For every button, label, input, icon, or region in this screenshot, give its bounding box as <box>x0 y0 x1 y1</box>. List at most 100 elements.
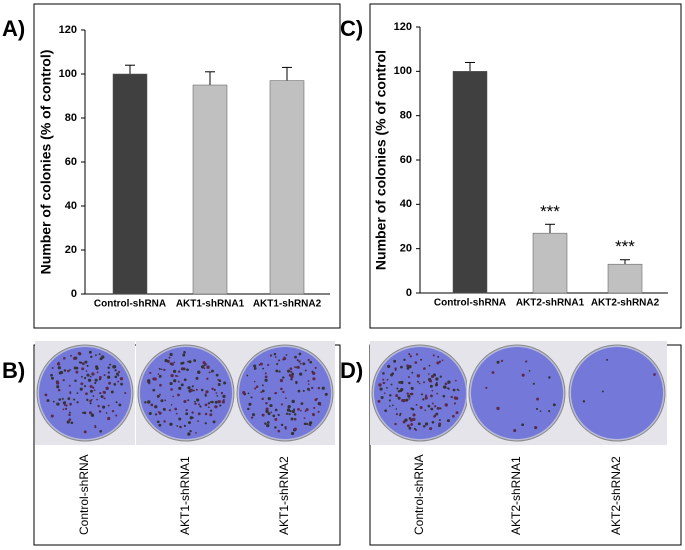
colony <box>209 413 213 417</box>
colony <box>96 371 99 374</box>
colony <box>436 406 440 410</box>
colony <box>206 377 209 380</box>
colony <box>383 392 386 394</box>
colony <box>447 380 451 384</box>
colony <box>552 403 556 407</box>
colony <box>86 364 89 367</box>
colony <box>67 369 70 373</box>
y-tick-label: 60 <box>400 154 412 166</box>
colony <box>435 412 439 416</box>
colony <box>75 366 79 370</box>
colony <box>416 374 421 378</box>
colony <box>302 362 306 366</box>
colony <box>85 370 88 372</box>
bar <box>607 263 643 294</box>
colony <box>297 389 301 393</box>
colony <box>388 399 391 402</box>
colony <box>285 354 288 356</box>
y-tick-label: 40 <box>65 200 77 212</box>
colony <box>606 358 608 361</box>
colony <box>89 385 93 389</box>
colony <box>453 402 457 405</box>
colony <box>423 381 426 384</box>
colony <box>417 380 419 383</box>
colony <box>427 404 431 408</box>
colony <box>164 399 167 402</box>
colony <box>217 383 221 386</box>
colony <box>434 383 439 387</box>
colony <box>491 371 495 374</box>
colony <box>68 418 72 421</box>
colony <box>78 361 81 364</box>
colony <box>252 413 256 417</box>
x-tick-label: Control-shRNA <box>94 299 166 310</box>
colony <box>305 408 309 412</box>
colony <box>485 386 488 389</box>
colony <box>394 422 397 426</box>
colony <box>430 407 434 411</box>
colony <box>582 400 586 403</box>
colony <box>442 385 447 389</box>
colony <box>278 370 281 373</box>
colony <box>274 418 278 421</box>
colony <box>299 372 303 376</box>
colony <box>254 387 257 390</box>
colony <box>198 403 201 406</box>
colony <box>435 377 439 381</box>
colony <box>204 412 208 416</box>
colony <box>147 400 151 404</box>
colony <box>51 376 54 380</box>
colony <box>410 392 414 396</box>
colony <box>92 395 95 397</box>
colony <box>89 375 92 378</box>
colony <box>183 378 187 382</box>
colony <box>261 413 265 417</box>
colony <box>204 403 208 407</box>
colony <box>285 412 289 415</box>
colony <box>90 413 95 417</box>
colony <box>187 360 189 363</box>
colony <box>430 374 435 379</box>
colony <box>444 382 448 386</box>
y-tick-label: 120 <box>394 21 412 33</box>
colony <box>532 382 535 385</box>
colony <box>291 399 295 404</box>
colony <box>114 375 118 379</box>
colony <box>380 396 384 399</box>
colony <box>513 428 517 433</box>
x-tick-label: AKT1-shRNA1 <box>176 299 245 310</box>
colony <box>294 366 296 368</box>
colony <box>299 362 302 365</box>
colony <box>212 420 216 424</box>
colony <box>319 403 322 406</box>
colony <box>187 399 190 402</box>
panel-label: B) <box>2 358 25 383</box>
colony <box>69 391 72 394</box>
colony <box>204 394 208 397</box>
dish <box>374 347 466 439</box>
colony <box>215 373 219 377</box>
colony <box>178 386 182 390</box>
colony <box>83 411 87 415</box>
colony <box>83 430 87 434</box>
colony <box>277 359 281 362</box>
colony <box>266 423 270 428</box>
colony <box>265 409 269 414</box>
colony <box>265 407 269 411</box>
colony <box>169 381 173 386</box>
colony <box>183 351 186 354</box>
colony <box>109 363 112 366</box>
colony <box>452 414 455 418</box>
colony <box>284 426 287 429</box>
colony <box>185 408 188 412</box>
colony <box>94 378 98 382</box>
colony <box>86 373 90 377</box>
colony <box>58 371 62 375</box>
colony <box>496 360 500 364</box>
colony <box>195 431 197 434</box>
colony <box>209 409 213 412</box>
colony <box>116 372 119 376</box>
colony <box>653 373 656 376</box>
colony <box>108 381 112 385</box>
colony <box>157 373 160 375</box>
